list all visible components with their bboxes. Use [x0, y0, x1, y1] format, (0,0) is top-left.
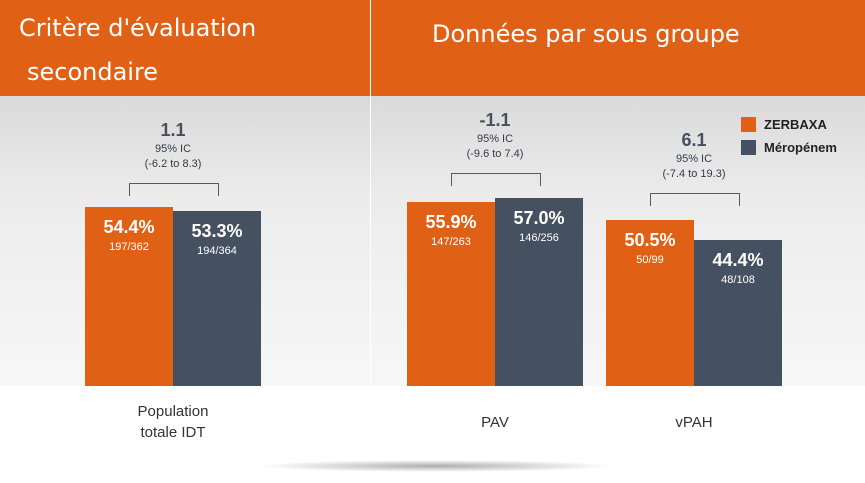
ci-range: (-7.4 to 19.3) — [662, 168, 726, 180]
ci-label: 95% IC — [476, 133, 514, 145]
difference-value: -1.1 — [479, 110, 511, 130]
legend-label-meropenem: Méropénem — [764, 140, 837, 155]
bar-fraction-label: 50/99 — [636, 254, 664, 266]
ci-label: 95% IC — [675, 153, 713, 165]
bar-fraction-label: 147/263 — [431, 236, 471, 248]
bar-zerbaxa-2 — [606, 220, 694, 386]
ci-range: (-6.2 to 8.3) — [144, 158, 202, 170]
bar-fraction-label: 194/364 — [197, 245, 237, 257]
bar-zerbaxa-1 — [407, 202, 495, 386]
panel-divider — [370, 0, 371, 386]
category-label: PAV — [481, 414, 509, 431]
legend-item-zerbaxa: ZERBAXA — [741, 117, 827, 132]
legend-item-meropenem: Méropénem — [741, 140, 837, 155]
bar-meropenem-2 — [694, 240, 782, 386]
legend-label-zerbaxa: ZERBAXA — [764, 117, 827, 132]
ci-bracket-1 — [451, 173, 541, 186]
left-title-line2: secondaire — [27, 58, 159, 86]
bar-fraction-label: 146/256 — [519, 232, 559, 244]
ci-bracket-0 — [129, 183, 219, 196]
bar-value-label: 44.4% — [712, 250, 764, 270]
difference-value: 6.1 — [681, 130, 707, 150]
bar-meropenem-1 — [495, 198, 583, 386]
bar-value-label: 50.5% — [624, 230, 676, 250]
bar-fraction-label: 48/108 — [721, 274, 755, 286]
category-label: Population totale IDT — [137, 403, 209, 441]
legend-swatch-meropenem — [741, 140, 756, 155]
left-title-line1: Critère d'évaluation — [19, 14, 257, 42]
bar-zerbaxa-0 — [85, 207, 173, 386]
difference-value: 1.1 — [160, 120, 186, 140]
bar-meropenem-0 — [173, 211, 261, 386]
bar-fraction-label: 197/362 — [109, 241, 149, 253]
category-label: vPAH — [675, 414, 713, 431]
bar-value-label: 53.3% — [191, 221, 243, 241]
bar-value-label: 57.0% — [513, 208, 565, 228]
legend-swatch-zerbaxa — [741, 117, 756, 132]
right-title: Données par sous groupe — [432, 20, 740, 48]
ci-bracket-2 — [650, 193, 740, 206]
header-left-bar — [0, 0, 370, 96]
ci-range: (-9.6 to 7.4) — [466, 148, 524, 160]
bar-value-label: 54.4% — [103, 217, 155, 237]
ci-label: 95% IC — [154, 143, 192, 155]
header-right-bar — [371, 0, 865, 96]
bar-value-label: 55.9% — [425, 212, 477, 232]
bottom-shadow — [255, 460, 615, 472]
